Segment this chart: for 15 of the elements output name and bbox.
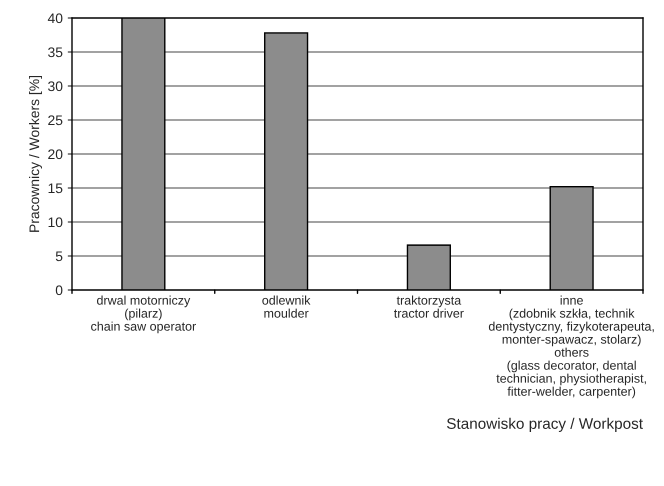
y-tick-label: 10 bbox=[48, 217, 62, 228]
y-tick-label: 15 bbox=[48, 183, 62, 194]
x-tick-label: odlewnik moulder bbox=[262, 296, 310, 318]
y-tick-label: 0 bbox=[56, 285, 62, 296]
y-axis-title: Pracownicy / Workers [%] bbox=[29, 76, 42, 232]
y-tick-label: 20 bbox=[48, 149, 62, 160]
y-tick-label: 40 bbox=[48, 13, 62, 24]
x-tick-label: drwal motorniczy (pilarz) chain saw operator bbox=[91, 296, 196, 334]
y-tick-label: 35 bbox=[48, 47, 62, 58]
x-tick-label: inne (zdobnik szkła, technik dentystyczny, fizykoterapeuta, monter-spawacz, stolarz) others (glass decorator, dental technician, physiotherapist, fitter-welder, carpenter) bbox=[488, 296, 654, 398]
y-tick-label: 30 bbox=[48, 81, 62, 92]
x-axis-title: Stanowisko pracy / Workpost bbox=[446, 418, 643, 432]
y-tick-label: 25 bbox=[48, 115, 62, 126]
x-tick-label: traktorzysta tractor driver bbox=[394, 296, 464, 318]
y-tick-label: 5 bbox=[56, 251, 62, 262]
